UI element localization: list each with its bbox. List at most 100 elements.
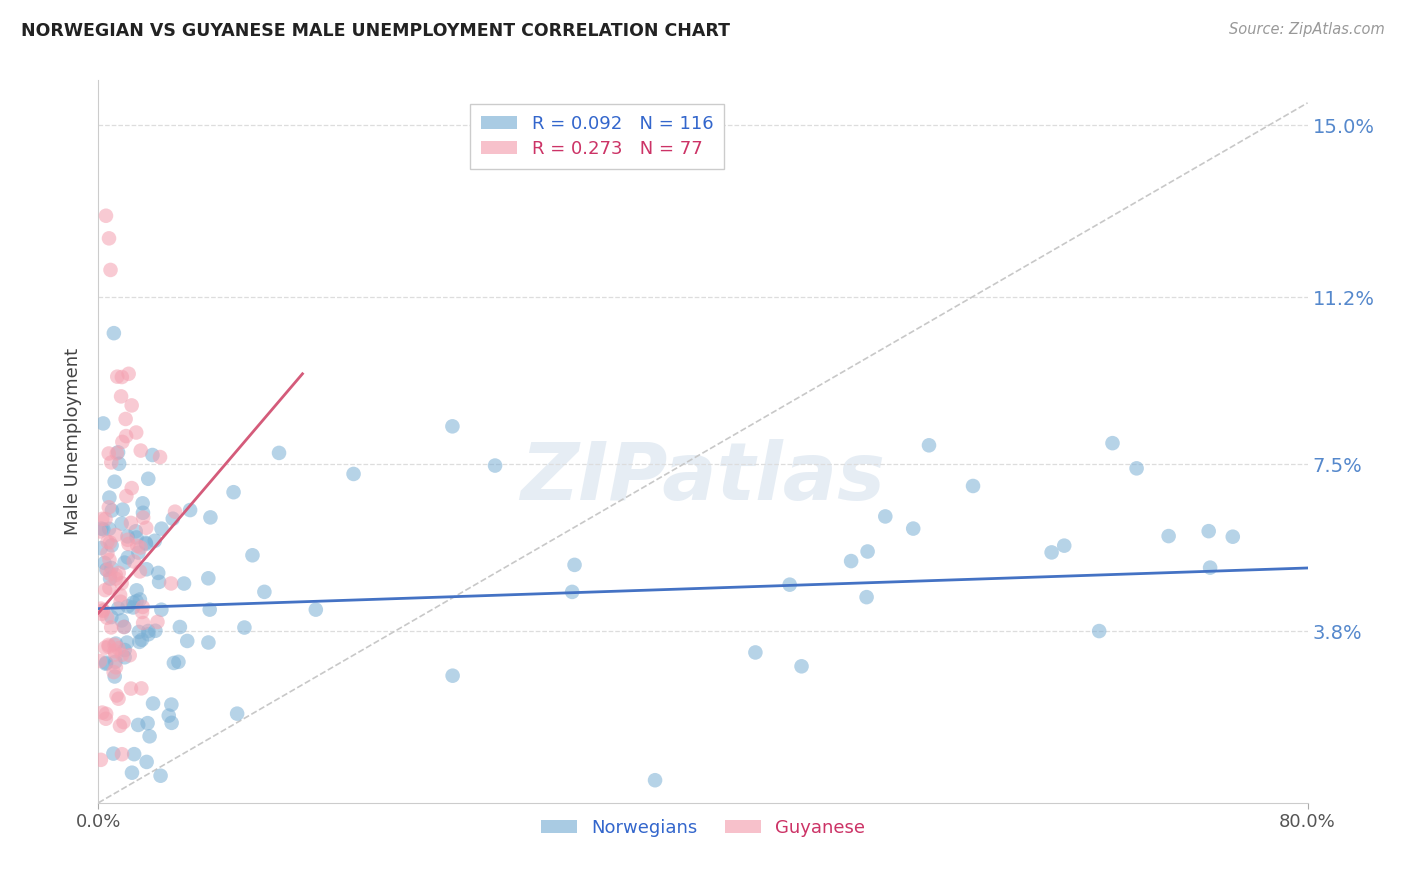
Point (111, 370, 134, 384)
Point (100, 455, 122, 469)
Point (121, 481, 143, 495)
Text: Source: ZipAtlas.com: Source: ZipAtlas.com (1229, 22, 1385, 37)
Point (98, 535, 121, 549)
Point (142, 697, 165, 711)
Point (962, 479, 984, 493)
Point (122, 747, 145, 761)
Point (111, 747, 134, 762)
Point (103, 638, 125, 652)
Point (198, 602, 221, 616)
Point (131, 605, 153, 619)
Point (100, 561, 122, 575)
Point (121, 765, 143, 780)
Point (107, 691, 129, 706)
Point (233, 621, 256, 635)
Point (104, 660, 127, 674)
Point (107, 445, 129, 459)
Point (129, 565, 152, 579)
Point (150, 522, 173, 536)
Point (855, 590, 877, 604)
Point (96, 546, 118, 560)
Point (98, 567, 121, 582)
Point (104, 572, 127, 586)
Point (138, 624, 160, 638)
Point (441, 668, 464, 682)
Point (111, 614, 134, 628)
Point (114, 643, 136, 657)
Point (200, 510, 222, 524)
Point (98, 522, 121, 536)
Point (117, 533, 139, 547)
Point (115, 429, 138, 443)
Point (111, 516, 134, 531)
Point (125, 594, 148, 608)
Point (98, 553, 121, 567)
Point (903, 522, 925, 536)
Point (110, 595, 132, 609)
Point (131, 496, 153, 510)
Point (104, 636, 127, 650)
Point (104, 655, 127, 669)
Point (169, 620, 191, 634)
Point (97, 500, 120, 515)
Point (136, 472, 159, 486)
Point (127, 718, 149, 732)
Point (197, 635, 219, 649)
Point (875, 509, 897, 524)
Text: NORWEGIAN VS GUYANESE MALE UNEMPLOYMENT CORRELATION CHART: NORWEGIAN VS GUYANESE MALE UNEMPLOYMENT … (21, 22, 730, 40)
Point (94, 209, 117, 223)
Point (122, 554, 145, 568)
Point (138, 627, 160, 641)
Point (121, 398, 143, 412)
Point (1053, 539, 1076, 553)
Point (644, 773, 666, 788)
Point (856, 544, 879, 558)
Point (253, 585, 276, 599)
Point (97, 446, 120, 460)
Point (135, 755, 157, 769)
Point (104, 568, 127, 582)
Point (120, 516, 142, 530)
Point (226, 706, 249, 721)
Point (108, 588, 131, 602)
Point (148, 566, 170, 580)
Point (305, 602, 328, 616)
Point (96, 563, 118, 577)
Point (100, 538, 122, 552)
Point (117, 537, 139, 551)
Point (157, 708, 180, 723)
Point (100, 620, 122, 634)
Point (100, 610, 122, 624)
Point (114, 650, 136, 665)
Point (127, 539, 149, 553)
Point (96, 611, 118, 625)
Point (90, 607, 112, 621)
Point (120, 681, 142, 696)
Point (779, 577, 801, 591)
Point (125, 425, 148, 440)
Point (105, 446, 128, 460)
Point (242, 549, 264, 563)
Point (118, 648, 141, 663)
Point (115, 635, 138, 649)
Point (104, 669, 127, 683)
Point (94, 640, 117, 655)
Point (141, 448, 163, 462)
Point (90, 753, 112, 767)
Point (744, 645, 766, 659)
Point (163, 505, 186, 519)
Point (138, 729, 160, 743)
Point (104, 475, 127, 489)
Point (104, 648, 127, 662)
Point (89, 524, 111, 539)
Point (111, 648, 134, 662)
Point (96, 563, 118, 577)
Point (115, 489, 138, 503)
Point (1040, 545, 1063, 559)
Point (98, 572, 121, 586)
Point (143, 533, 166, 548)
Point (564, 558, 586, 572)
Point (136, 716, 159, 731)
Point (103, 665, 125, 679)
Point (96, 534, 118, 549)
